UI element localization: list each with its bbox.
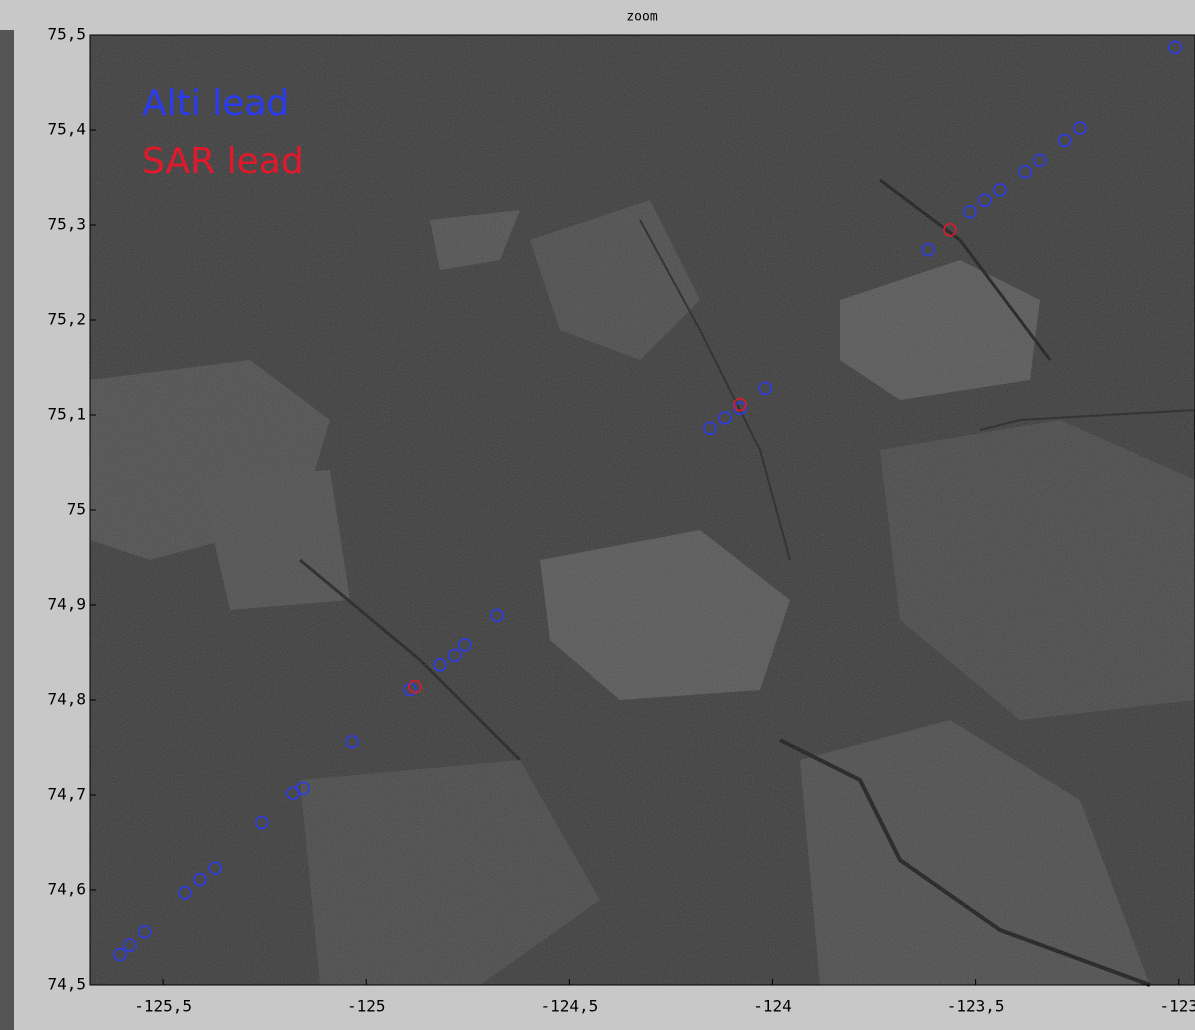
x-tick-label: -124,5 [540, 997, 598, 1016]
y-tick-label: 75,3 [47, 215, 86, 234]
y-tick-label: 75 [67, 500, 86, 519]
y-tick-label: 74,9 [47, 595, 86, 614]
y-tick-label: 74,7 [47, 785, 86, 804]
y-tick-label: 74,5 [47, 975, 86, 994]
chart-title: zoom [626, 10, 657, 25]
y-tick-label: 75,5 [47, 25, 86, 44]
y-tick-label: 74,8 [47, 690, 86, 709]
y-tick-label: 75,2 [47, 310, 86, 329]
chart: zoom 74,5 74,6 74,7 74,8 74,9 75 75,1 75,2 75,3 7… [0, 0, 1195, 1030]
y-tick-label: 75,4 [47, 120, 86, 139]
legend-entry: Alti lead [142, 83, 289, 124]
x-tick-label: -125 [347, 997, 386, 1016]
y-tick-label: 75,1 [47, 405, 86, 424]
x-tick-label: -125,5 [134, 997, 192, 1016]
x-tick-label: -123 [1159, 997, 1195, 1016]
side-image [0, 30, 14, 1030]
x-tick-label: -123,5 [947, 997, 1005, 1016]
page: zoom 74,5 74,6 74,7 74,8 74,9 75 75,1 75,2 75,3 7… [0, 0, 1195, 1030]
x-tick-label: -124 [753, 997, 792, 1016]
y-tick-label: 74,6 [47, 880, 86, 899]
legend-entry: SAR lead [142, 141, 304, 182]
